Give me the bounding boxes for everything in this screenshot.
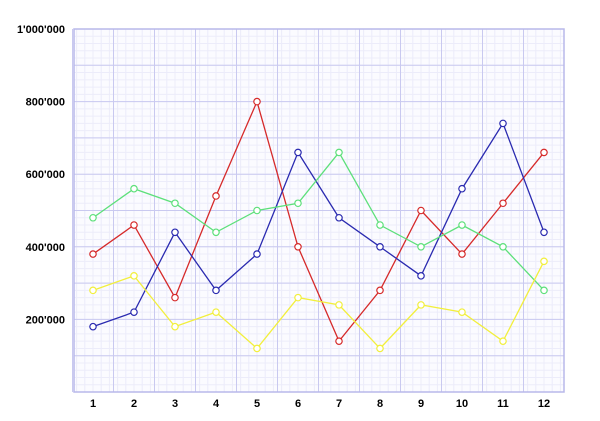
data-point xyxy=(417,206,425,215)
data-point xyxy=(335,337,343,345)
data-point xyxy=(540,228,548,237)
data-point xyxy=(376,344,384,353)
data-point xyxy=(89,250,97,258)
series-3 xyxy=(89,148,548,295)
x-tick-label: 3 xyxy=(172,398,178,410)
data-point xyxy=(417,272,425,280)
series-1 xyxy=(89,97,548,345)
x-tick-label: 11 xyxy=(497,398,509,410)
data-point xyxy=(417,301,425,309)
data-point xyxy=(171,293,179,302)
data-point xyxy=(458,184,466,193)
data-point xyxy=(499,243,507,251)
x-tick-label: 6 xyxy=(295,398,301,410)
data-point xyxy=(335,213,343,222)
x-tick-label: 4 xyxy=(213,398,220,410)
data-point xyxy=(171,228,179,237)
data-point xyxy=(376,243,384,251)
data-point xyxy=(212,228,220,237)
data-point xyxy=(130,308,138,316)
x-axis-ticks: 1 2 3 4 5 6 7 8 9 10 11 12 xyxy=(90,398,550,410)
data-point xyxy=(89,213,97,222)
data-point xyxy=(130,184,138,193)
data-point xyxy=(130,272,138,280)
data-point xyxy=(171,322,179,331)
data-point xyxy=(294,243,302,251)
x-tick-label: 2 xyxy=(131,398,137,410)
data-point xyxy=(130,221,138,229)
data-point xyxy=(540,286,548,295)
series-line xyxy=(92,151,545,291)
data-point xyxy=(417,243,425,251)
plot-frame xyxy=(73,28,565,393)
data-point xyxy=(294,293,302,302)
data-point xyxy=(253,344,261,353)
series-2 xyxy=(89,119,548,331)
data-point xyxy=(212,192,220,200)
x-tick-label: 10 xyxy=(456,398,468,410)
data-point xyxy=(212,308,220,316)
data-point xyxy=(253,206,261,215)
y-tick-label: 800'000 xyxy=(26,97,65,109)
data-point xyxy=(458,221,466,229)
data-point xyxy=(458,250,466,258)
data-point xyxy=(540,257,548,266)
y-tick-label: 1'000'000 xyxy=(17,24,65,36)
x-tick-label: 1 xyxy=(90,398,96,410)
data-point xyxy=(212,286,220,295)
major-grid xyxy=(72,28,564,392)
data-point xyxy=(89,322,97,331)
series-line xyxy=(92,261,545,350)
data-point xyxy=(294,199,302,208)
series-line xyxy=(92,99,545,343)
data-point xyxy=(253,250,261,258)
data-point xyxy=(335,148,343,157)
data-point xyxy=(376,221,384,229)
series-group xyxy=(89,97,548,353)
y-tick-label: 600'000 xyxy=(26,169,65,181)
data-point xyxy=(376,286,384,295)
x-tick-label: 8 xyxy=(377,398,383,410)
x-tick-label: 9 xyxy=(418,398,424,410)
data-point xyxy=(89,286,97,295)
y-axis-ticks: 200'000 400'000 600'000 800'000 1'000'000 xyxy=(17,24,65,326)
y-tick-label: 400'000 xyxy=(26,242,65,254)
data-point xyxy=(499,337,507,345)
data-point xyxy=(540,148,548,157)
data-point xyxy=(499,119,507,128)
data-point xyxy=(458,308,466,316)
data-point xyxy=(253,97,261,106)
y-tick-label: 200'000 xyxy=(26,314,65,326)
x-tick-label: 12 xyxy=(538,398,550,410)
data-point xyxy=(335,301,343,309)
data-point xyxy=(171,199,179,208)
series-line xyxy=(92,121,545,328)
data-point xyxy=(294,148,302,157)
data-point xyxy=(499,199,507,208)
x-tick-label: 5 xyxy=(254,398,260,410)
x-tick-label: 7 xyxy=(336,398,342,410)
series-4 xyxy=(89,257,548,353)
